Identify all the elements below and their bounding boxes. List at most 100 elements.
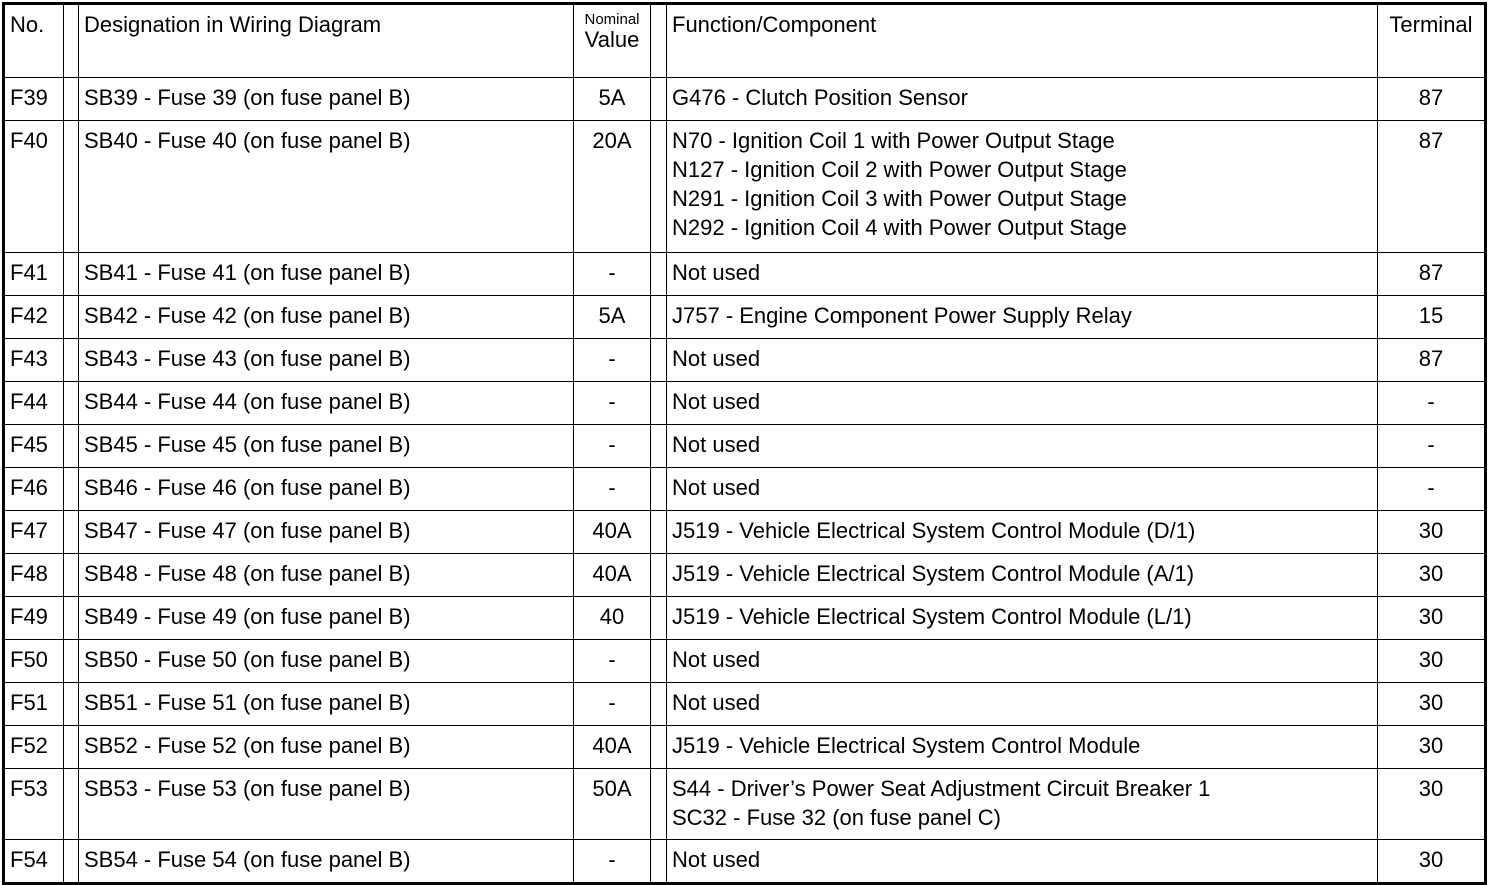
terminal: - [1377, 467, 1486, 511]
spacer-cell [650, 295, 667, 339]
function-line: Not used [672, 690, 761, 715]
table-row: F50 SB50 - Fuse 50 (on fuse panel B) - Not … [3, 639, 1486, 683]
nominal-value: 40A [573, 510, 651, 554]
spacer-cell [650, 3, 667, 78]
fuse-number: F53 [3, 768, 64, 840]
fuse-number: F47 [3, 510, 64, 554]
spacer-cell [63, 467, 79, 511]
fuse-number: F50 [3, 639, 64, 683]
spacer-cell [63, 424, 79, 468]
fuse-number: F51 [3, 682, 64, 726]
function-line: J757 - Engine Component Power Supply Rel… [672, 303, 1132, 328]
fuse-number: F43 [3, 338, 64, 382]
nominal-value: - [573, 424, 651, 468]
designation: SB44 - Fuse 44 (on fuse panel B) [78, 381, 574, 425]
terminal: - [1377, 381, 1486, 425]
spacer-cell [650, 839, 667, 884]
table-row: F48 SB48 - Fuse 48 (on fuse panel B) 40A J5… [3, 553, 1486, 597]
function-line: J519 - Vehicle Electrical System Control… [672, 561, 1195, 586]
designation: SB39 - Fuse 39 (on fuse panel B) [78, 77, 574, 121]
function-line: Not used [672, 346, 761, 371]
nominal-value: 40 [573, 596, 651, 640]
header-row: No. Designation in Wiring Diagram Nomina… [3, 3, 1486, 78]
nominal-value: 5A [573, 77, 651, 121]
spacer-cell [63, 639, 79, 683]
function-component: Not used [666, 839, 1378, 884]
table-row: F43 SB43 - Fuse 43 (on fuse panel B) - Not … [3, 338, 1486, 382]
spacer-cell [63, 682, 79, 726]
table-row: F39 SB39 - Fuse 39 (on fuse panel B) 5A G47… [3, 77, 1486, 121]
nominal-value: - [573, 682, 651, 726]
function-component: Not used [666, 424, 1378, 468]
spacer-cell [63, 381, 79, 425]
table-row: F54 SB54 - Fuse 54 (on fuse panel B) - Not … [3, 839, 1486, 884]
header-terminal: Terminal [1377, 3, 1486, 78]
spacer-cell [650, 120, 667, 253]
spacer-cell [63, 553, 79, 597]
designation: SB53 - Fuse 53 (on fuse panel B) [78, 768, 574, 840]
designation: SB43 - Fuse 43 (on fuse panel B) [78, 338, 574, 382]
spacer-cell [650, 77, 667, 121]
terminal: 87 [1377, 338, 1486, 382]
designation: SB41 - Fuse 41 (on fuse panel B) [78, 252, 574, 296]
function-component: S44 - Driver’s Power Seat Adjustment Cir… [666, 768, 1378, 840]
designation: SB49 - Fuse 49 (on fuse panel B) [78, 596, 574, 640]
spacer-cell [63, 3, 79, 78]
nominal-value: - [573, 338, 651, 382]
designation: SB45 - Fuse 45 (on fuse panel B) [78, 424, 574, 468]
function-line: J519 - Vehicle Electrical System Control… [672, 604, 1192, 629]
terminal: - [1377, 424, 1486, 468]
designation: SB51 - Fuse 51 (on fuse panel B) [78, 682, 574, 726]
designation: SB47 - Fuse 47 (on fuse panel B) [78, 510, 574, 554]
terminal: 30 [1377, 839, 1486, 884]
fuse-number: F41 [3, 252, 64, 296]
spacer-cell [63, 510, 79, 554]
nominal-value: - [573, 252, 651, 296]
function-component: J519 - Vehicle Electrical System Control… [666, 596, 1378, 640]
table-row: F45 SB45 - Fuse 45 (on fuse panel B) - Not … [3, 424, 1486, 468]
table-row: F53 SB53 - Fuse 53 (on fuse panel B) 50A S4… [3, 768, 1486, 840]
fuse-number: F40 [3, 120, 64, 253]
header-designation: Designation in Wiring Diagram [78, 3, 574, 78]
function-line: J519 - Vehicle Electrical System Control… [672, 518, 1196, 543]
spacer-cell [63, 120, 79, 253]
terminal: 87 [1377, 120, 1486, 253]
nominal-value: 20A [573, 120, 651, 253]
table-row: F51 SB51 - Fuse 51 (on fuse panel B) - Not … [3, 682, 1486, 726]
terminal: 30 [1377, 639, 1486, 683]
spacer-cell [63, 725, 79, 769]
designation: SB40 - Fuse 40 (on fuse panel B) [78, 120, 574, 253]
spacer-cell [63, 252, 79, 296]
table-row: F44 SB44 - Fuse 44 (on fuse panel B) - Not … [3, 381, 1486, 425]
function-component: N70 - Ignition Coil 1 with Power Output … [666, 120, 1378, 253]
spacer-cell [650, 338, 667, 382]
spacer-cell [650, 510, 667, 554]
spacer-cell [63, 839, 79, 884]
spacer-cell [650, 768, 667, 840]
table-row: F41 SB41 - Fuse 41 (on fuse panel B) - Not … [3, 252, 1486, 296]
spacer-cell [650, 467, 667, 511]
function-component: J519 - Vehicle Electrical System Control… [666, 725, 1378, 769]
function-component: J757 - Engine Component Power Supply Rel… [666, 295, 1378, 339]
spacer-cell [63, 338, 79, 382]
table-row: F40 SB40 - Fuse 40 (on fuse panel B) 20A N7… [3, 120, 1486, 253]
terminal: 30 [1377, 682, 1486, 726]
nominal-value: 40A [573, 553, 651, 597]
designation: SB52 - Fuse 52 (on fuse panel B) [78, 725, 574, 769]
function-component: J519 - Vehicle Electrical System Control… [666, 510, 1378, 554]
function-component: Not used [666, 682, 1378, 726]
function-line: Not used [672, 847, 761, 872]
function-line: N291 - Ignition Coil 3 with Power Output… [672, 186, 1127, 211]
spacer-cell [650, 596, 667, 640]
terminal: 87 [1377, 77, 1486, 121]
spacer-cell [650, 725, 667, 769]
table-row: F46 SB46 - Fuse 46 (on fuse panel B) - Not … [3, 467, 1486, 511]
function-line: SC32 - Fuse 32 (on fuse panel C) [672, 805, 1001, 830]
function-line: Not used [672, 432, 761, 457]
designation: SB46 - Fuse 46 (on fuse panel B) [78, 467, 574, 511]
function-line: J519 - Vehicle Electrical System Control… [672, 733, 1141, 758]
fuse-number: F49 [3, 596, 64, 640]
table-row: F42 SB42 - Fuse 42 (on fuse panel B) 5A J75… [3, 295, 1486, 339]
spacer-cell [650, 553, 667, 597]
function-line: Not used [672, 260, 761, 285]
